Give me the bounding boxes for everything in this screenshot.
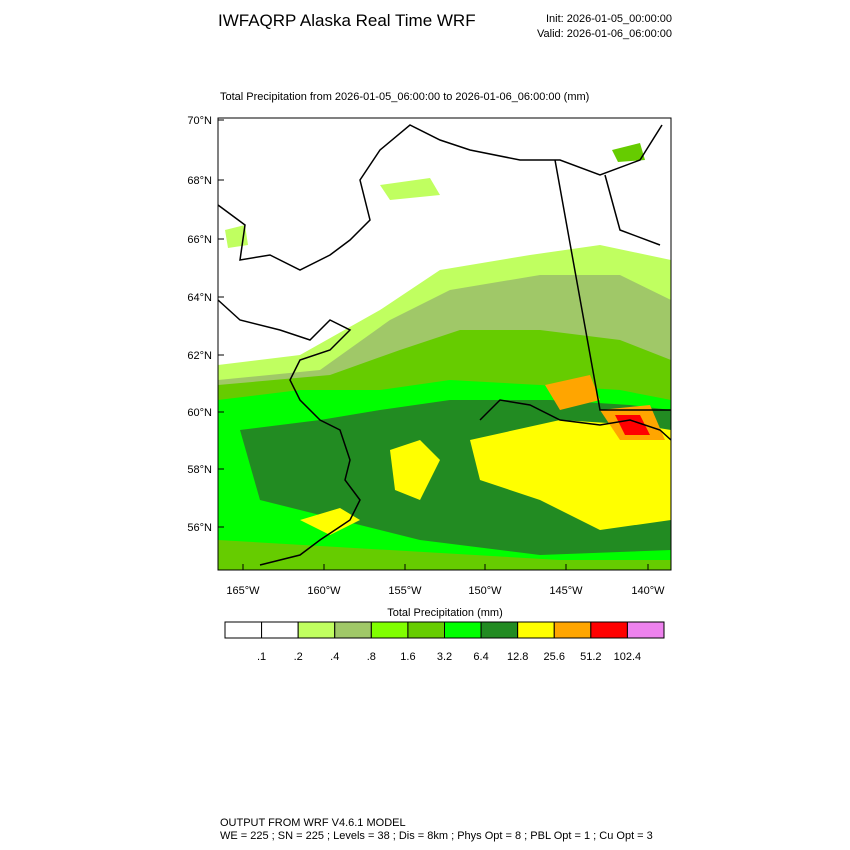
colorbar-label: .8 <box>367 651 376 663</box>
subtitle: Total Precipitation from 2026-01-05_06:0… <box>220 91 589 103</box>
colorbar-box <box>261 621 299 639</box>
lon-label: 160°W <box>307 585 341 597</box>
init-time: Init: 2026-01-05_00:00:00 <box>546 13 672 25</box>
lat-label: 68°N <box>187 175 212 187</box>
lat-label: 60°N <box>187 407 212 419</box>
colorbar-box <box>407 621 445 639</box>
lat-label: 70°N <box>187 115 212 127</box>
colorbar-label: 12.8 <box>507 651 528 663</box>
colorbar-box <box>590 621 628 639</box>
colorbar-label: .4 <box>330 651 339 663</box>
colorbar-box <box>370 621 409 639</box>
colorbar-label: 51.2 <box>580 651 601 663</box>
colorbar-box <box>444 621 482 639</box>
lat-label: 66°N <box>187 234 212 246</box>
lat-label: 58°N <box>187 464 212 476</box>
lat-label: 62°N <box>187 350 212 362</box>
colorbar-box <box>224 621 263 639</box>
footer-line: OUTPUT FROM WRF V4.6.1 MODEL <box>220 817 406 829</box>
valid-time: Valid: 2026-01-06_06:00:00 <box>537 28 672 40</box>
lon-label: 165°W <box>226 585 260 597</box>
colorbar-label: 102.4 <box>614 651 642 663</box>
colorbar-label: 6.4 <box>473 651 488 663</box>
map-frame <box>217 117 672 571</box>
colorbar-title: Total Precipitation (mm) <box>387 607 503 619</box>
colorbar-label: 3.2 <box>437 651 452 663</box>
lon-label: 140°W <box>631 585 665 597</box>
lon-label: 155°W <box>388 585 422 597</box>
colorbar-box <box>297 621 336 639</box>
footer-line: WE = 225 ; SN = 225 ; Levels = 38 ; Dis … <box>220 830 653 842</box>
map-field <box>218 143 671 570</box>
colorbar-box <box>480 621 519 639</box>
colorbar-label: .1 <box>257 651 266 663</box>
colorbar-box <box>517 621 555 639</box>
title: IWFAQRP Alaska Real Time WRF <box>218 11 476 30</box>
coastlines <box>217 124 672 566</box>
colorbar-box <box>334 621 372 639</box>
colorbar-box <box>626 621 665 639</box>
colorbar-box <box>553 621 592 639</box>
colorbar-label: 25.6 <box>544 651 565 663</box>
lat-label: 56°N <box>187 522 212 534</box>
lat-label: 64°N <box>187 292 212 304</box>
colorbar-label: 1.6 <box>400 651 415 663</box>
lon-label: 145°W <box>549 585 583 597</box>
colorbar-label: .2 <box>294 651 303 663</box>
lon-label: 150°W <box>468 585 502 597</box>
